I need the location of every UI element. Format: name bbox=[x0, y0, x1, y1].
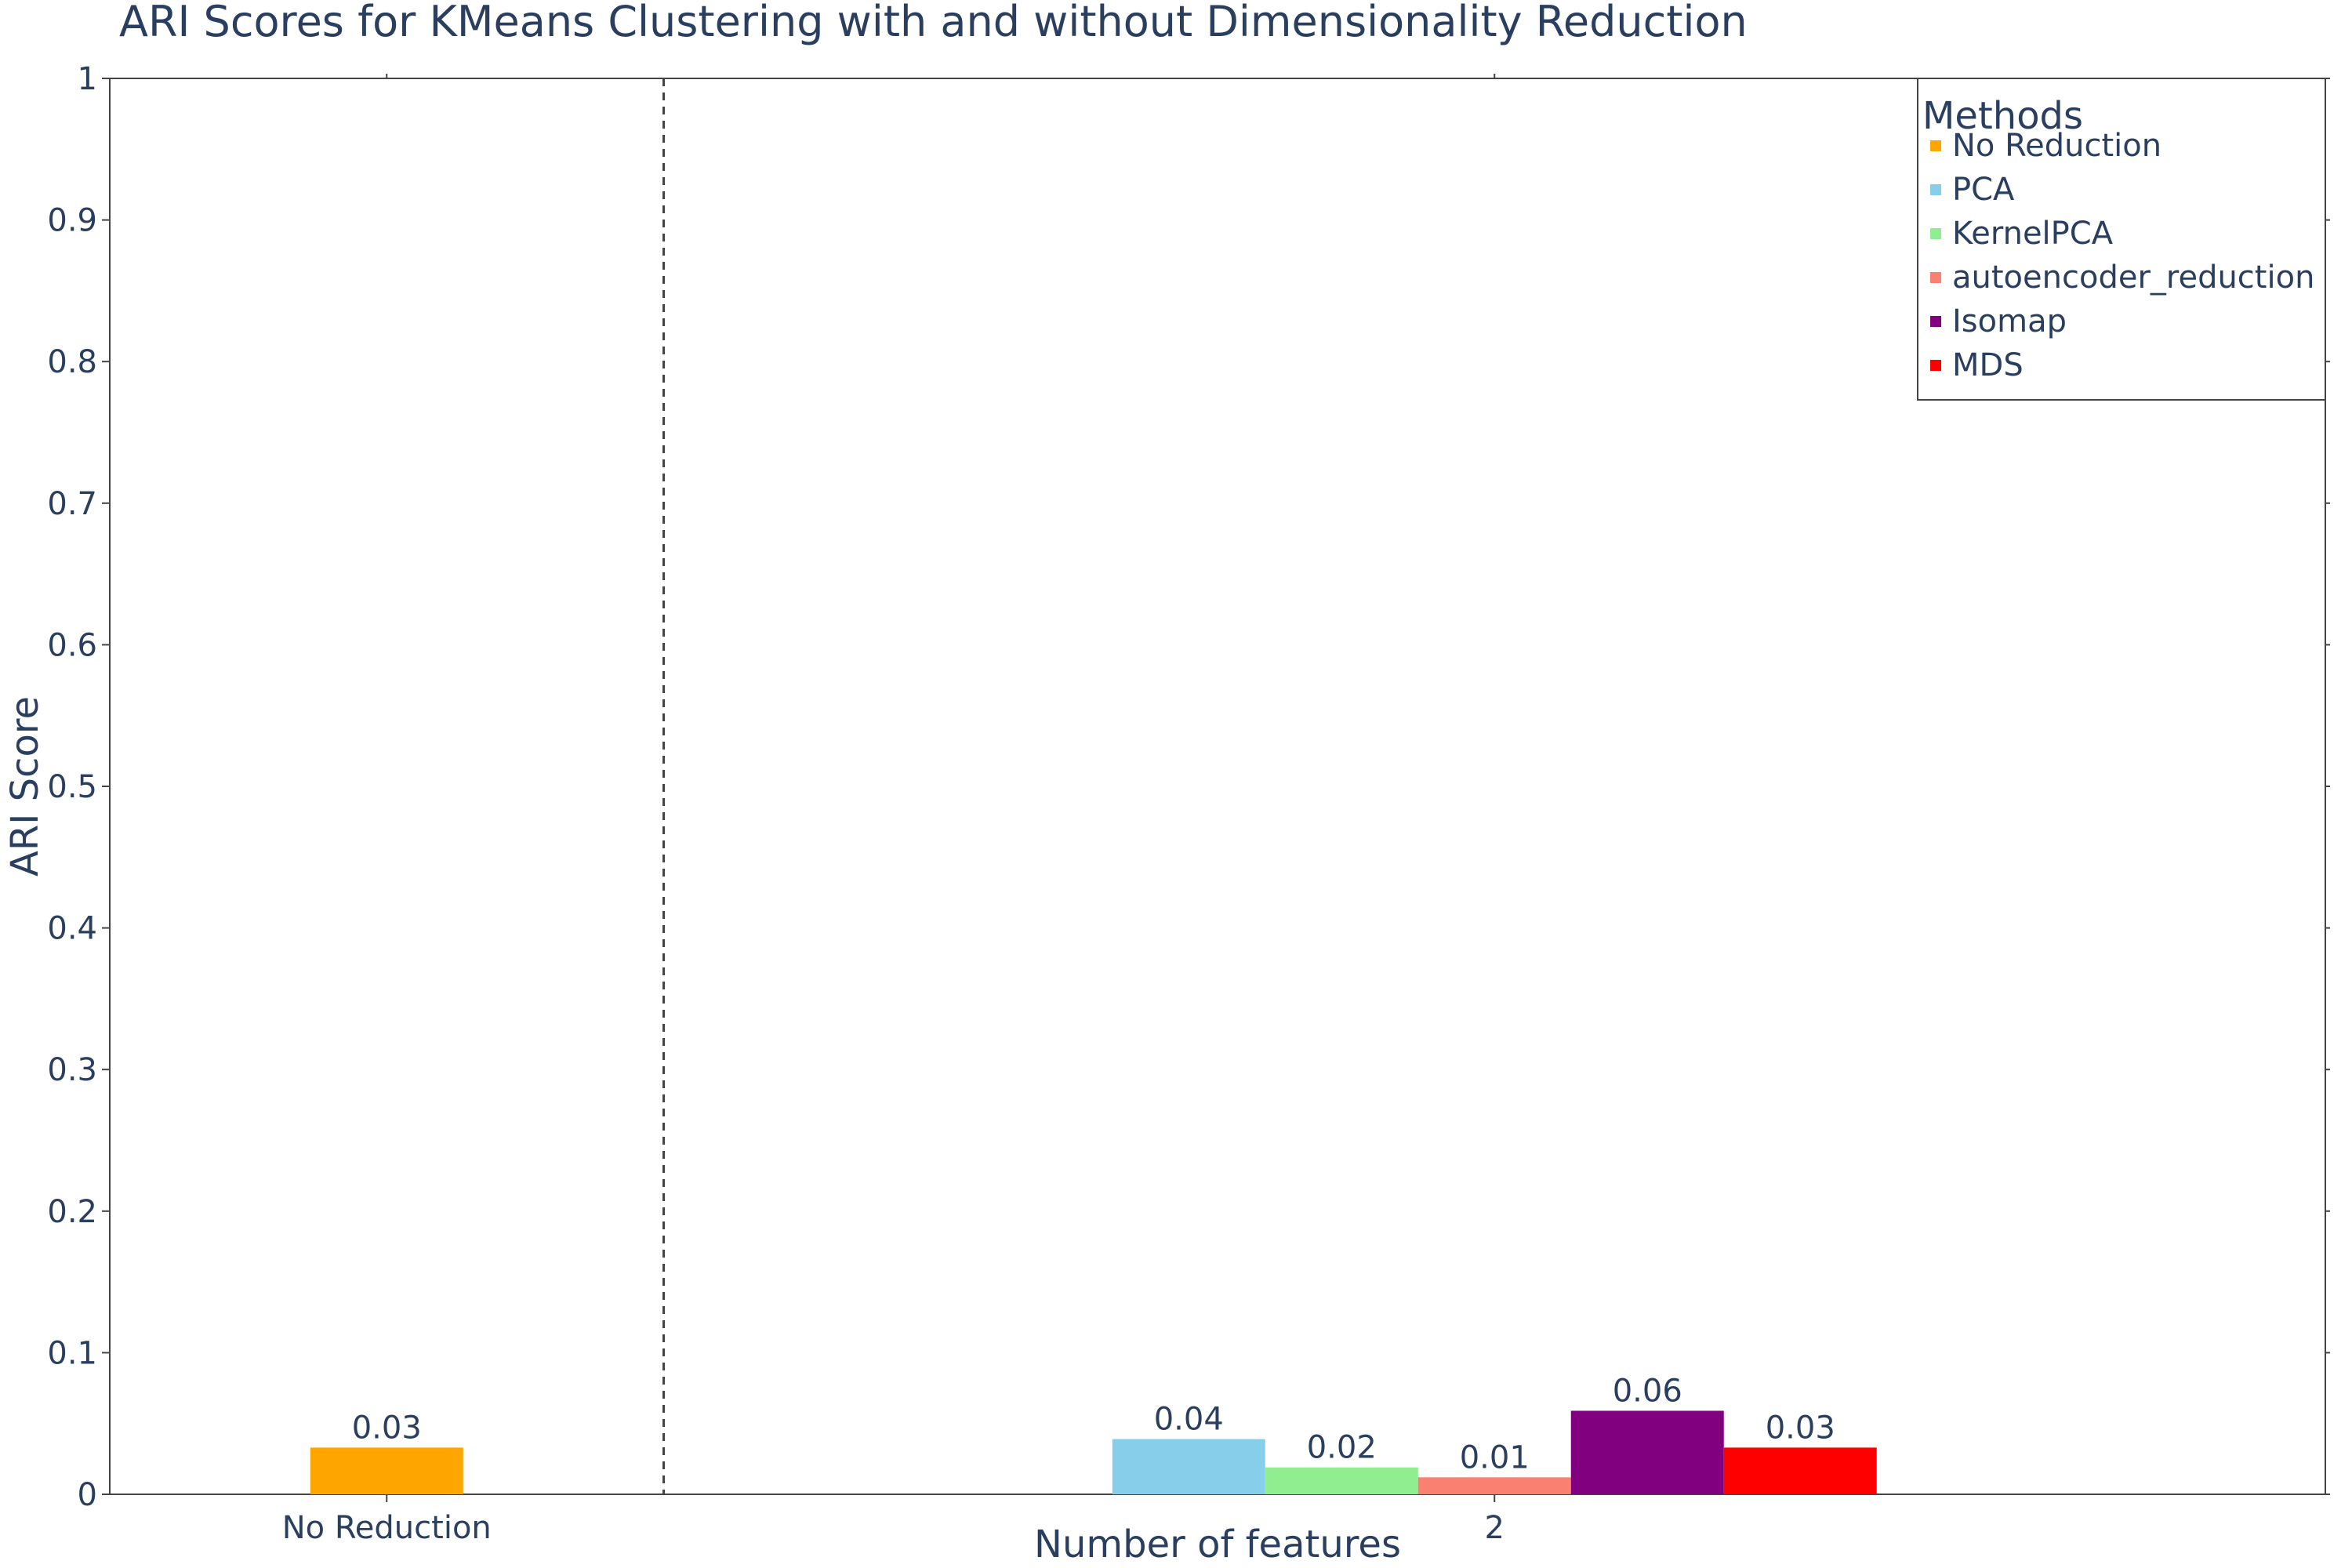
y-tick-label: 0.5 bbox=[47, 769, 97, 805]
bar-data-label: 0.06 bbox=[1613, 1373, 1682, 1409]
legend-item-label[interactable]: Isomap bbox=[1952, 303, 2067, 339]
y-axis: 0 0.1 0.2 0.3 0.4 0.5 0.6 0.7 0.8 0.9 1 bbox=[47, 61, 2330, 1513]
bars: 0.03 0.04 0.02 0.01 0.06 0.03 bbox=[310, 1373, 1877, 1494]
bar-no-reduction[interactable] bbox=[310, 1447, 463, 1494]
x-axis-title: Number of features bbox=[1034, 1523, 1401, 1566]
legend-item-label[interactable]: No Reduction bbox=[1952, 128, 2161, 164]
legend-box bbox=[1917, 78, 2326, 401]
y-tick-label: 0.3 bbox=[47, 1052, 97, 1088]
bar-autoencoder-reduction[interactable] bbox=[1417, 1477, 1571, 1494]
y-tick-label: 0.1 bbox=[47, 1335, 97, 1371]
legend-swatch[interactable] bbox=[1930, 272, 1941, 283]
legend-item-label[interactable]: MDS bbox=[1952, 347, 2024, 383]
bar-data-label: 0.02 bbox=[1307, 1430, 1377, 1466]
x-axis: No Reduction 2 bbox=[282, 74, 1504, 1546]
y-tick-label: 0.4 bbox=[47, 911, 97, 947]
legend-swatch[interactable] bbox=[1930, 316, 1941, 327]
y-axis-title: ARI Score bbox=[3, 696, 47, 877]
legend-swatch[interactable] bbox=[1930, 228, 1941, 239]
y-tick-label: 0.2 bbox=[47, 1194, 97, 1230]
bar-data-label: 0.04 bbox=[1154, 1402, 1224, 1438]
y-tick-label: 0 bbox=[78, 1477, 97, 1513]
legend-item-label[interactable]: PCA bbox=[1952, 172, 2015, 208]
legend-swatch[interactable] bbox=[1930, 360, 1941, 371]
y-tick-label: 0.8 bbox=[47, 344, 97, 380]
legend-swatch[interactable] bbox=[1930, 184, 1941, 195]
y-tick-label: 0.6 bbox=[47, 627, 97, 663]
bar-data-label: 0.01 bbox=[1460, 1439, 1530, 1475]
x-tick-label: No Reduction bbox=[282, 1510, 492, 1546]
bar-data-label: 0.03 bbox=[1766, 1410, 1835, 1446]
legend[interactable]: Methods No Reduction PCA KernelPCA autoenco… bbox=[1917, 78, 2326, 401]
y-tick-label: 0.7 bbox=[47, 486, 97, 522]
y-tick-label: 1 bbox=[78, 61, 97, 97]
bar-kernelpca[interactable] bbox=[1265, 1467, 1418, 1494]
legend-item-label[interactable]: autoencoder_reduction bbox=[1952, 260, 2314, 296]
legend-swatch[interactable] bbox=[1930, 140, 1941, 151]
bar-mds[interactable] bbox=[1723, 1447, 1877, 1494]
bar-pca[interactable] bbox=[1112, 1439, 1265, 1494]
bar-isomap[interactable] bbox=[1570, 1410, 1724, 1494]
bar-data-label: 0.03 bbox=[352, 1410, 422, 1446]
x-tick-label: 2 bbox=[1485, 1510, 1504, 1546]
y-tick-label: 0.9 bbox=[47, 203, 97, 239]
legend-item-label[interactable]: KernelPCA bbox=[1952, 216, 2114, 252]
legend-title: Methods bbox=[1922, 94, 2083, 138]
chart-title: ARI Scores for KMeans Clustering with an… bbox=[119, 0, 1748, 46]
